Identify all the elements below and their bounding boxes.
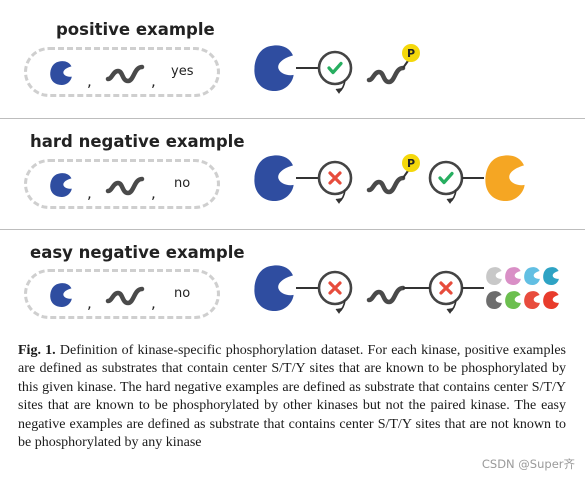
label-no: no	[174, 286, 191, 301]
cross-circle-icon	[317, 270, 353, 314]
figure-caption: Fig. 1. Definition of kinase-specific ph…	[18, 342, 566, 452]
label-no: no	[174, 176, 191, 191]
small-kinase-icon	[524, 267, 540, 286]
row-title-positive: positive example	[56, 20, 215, 39]
comma: ,	[87, 184, 92, 202]
pair-pill-easy-negative	[24, 269, 220, 319]
comma: ,	[87, 294, 92, 312]
row-title-hard-negative: hard negative example	[30, 132, 245, 151]
check-circle-icon	[317, 50, 353, 94]
comma: ,	[87, 72, 92, 90]
comma: ,	[151, 184, 156, 202]
label-yes: yes	[171, 64, 194, 79]
diagram-graphics: P P	[50, 44, 559, 314]
kinase-small-icon	[50, 173, 72, 198]
small-kinase-icon	[543, 291, 559, 310]
cross-circle-icon	[428, 270, 464, 314]
watermark: CSDN @Super齐	[481, 457, 575, 471]
kinase-icon	[254, 45, 294, 92]
row-separator	[0, 118, 585, 119]
small-kinase-icon	[543, 267, 559, 286]
pair-pill-positive	[24, 47, 220, 97]
small-kinase-icon	[524, 291, 540, 310]
kinase-icon	[254, 265, 294, 312]
caption-text: Definition of kinase-specific phosphoryl…	[18, 343, 566, 451]
substrate-small-icon	[108, 179, 142, 193]
row-separator	[0, 229, 585, 230]
small-kinase-icon	[486, 267, 502, 286]
pair-pill-hard-negative	[24, 159, 220, 209]
small-kinase-icon	[486, 291, 502, 310]
substrate-small-icon	[108, 289, 142, 303]
phosphorylated-substrate-icon: P	[369, 154, 420, 192]
phospho-label: P	[407, 47, 415, 60]
kinase-small-icon	[50, 61, 72, 86]
other-kinase-icon	[485, 155, 525, 202]
phosphorylated-substrate-icon: P	[369, 44, 420, 82]
cross-circle-icon	[317, 160, 353, 204]
check-circle-icon	[428, 160, 464, 204]
comma: ,	[151, 294, 156, 312]
substrate-icon	[369, 288, 403, 302]
phospho-label: P	[407, 157, 415, 170]
substrate-small-icon	[108, 67, 142, 81]
row-title-easy-negative: easy negative example	[30, 243, 245, 262]
phospho-badge	[402, 154, 420, 172]
phospho-badge	[402, 44, 420, 62]
small-kinase-icon	[505, 291, 521, 310]
kinase-small-icon	[50, 283, 72, 308]
caption-label: Fig. 1.	[18, 343, 56, 358]
small-kinase-icon	[505, 267, 521, 286]
kinase-grid	[486, 267, 559, 310]
kinase-icon	[254, 155, 294, 202]
comma: ,	[151, 72, 156, 90]
